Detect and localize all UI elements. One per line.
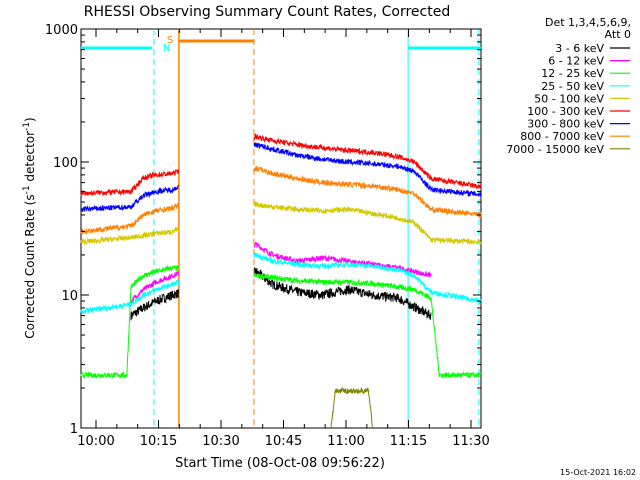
series-line: [253, 142, 482, 198]
y-tick-label: 10: [61, 289, 78, 304]
series-100-300-kev: [80, 132, 482, 197]
series-line: [253, 165, 482, 219]
x-axis-label: Start Time (08-Oct-08 09:56:22): [175, 456, 385, 471]
plot-frame: [80, 28, 482, 429]
series-line: [253, 132, 482, 190]
y-tick-label: 1000: [45, 23, 78, 38]
series-line: [130, 289, 179, 321]
saa-flag-label: S: [167, 35, 173, 46]
night-flag-label: N: [163, 43, 170, 54]
legend-entry-label: 25 - 50 keV: [541, 80, 604, 93]
series-3-6-kev: [130, 267, 432, 321]
series-line: [330, 386, 373, 429]
series-line: [253, 267, 432, 320]
series-line: [80, 184, 179, 213]
legend-entry-label: 800 - 7000 keV: [520, 130, 604, 143]
x-tick-label: 10:30: [202, 434, 239, 449]
series-50-100-kev: [80, 200, 482, 246]
series-layer: [80, 132, 482, 429]
series-line: [253, 252, 482, 305]
series-line: [80, 169, 180, 197]
y-tick-label: 100: [53, 156, 78, 171]
series-800-7000-kev: [80, 165, 482, 236]
series-line: [80, 279, 180, 315]
legend-entry-label: 3 - 6 keV: [555, 42, 604, 55]
x-tick-label: 11:00: [327, 434, 364, 449]
legend-entry-label: 7000 - 15000 keV: [506, 143, 604, 156]
series-line: [253, 272, 482, 379]
legend-header-line-2: Att 0: [605, 28, 631, 41]
legend-header-line-1: Det 1,3,4,5,6,9,: [545, 16, 631, 29]
footer-timestamp: 15-Oct-2021 16:02: [560, 468, 636, 477]
legend-entry-label: 100 - 300 keV: [527, 105, 604, 118]
x-tick-label: 10:00: [77, 434, 114, 449]
flag-bars: SN: [81, 29, 481, 428]
x-tick-label: 10:45: [265, 434, 302, 449]
y-axis-label: Corrected Count Rate (s-1 detector-1): [22, 117, 37, 338]
series-line: [253, 200, 482, 245]
y-tick-label: 1: [70, 422, 78, 437]
legend-entry-label: 6 - 12 keV: [548, 55, 604, 68]
x-tick-label: 11:30: [452, 434, 489, 449]
plot-border: [80, 28, 482, 429]
series-7000-15000-kev: [330, 386, 373, 429]
x-tick-label: 10:15: [140, 434, 177, 449]
legend-entry-label: 50 - 100 keV: [534, 92, 604, 105]
legend-entry-label: 12 - 25 keV: [541, 67, 604, 80]
series-line: [80, 264, 180, 380]
series-line: [130, 269, 180, 305]
series-line: [80, 202, 180, 236]
axes: 10:00 10:15 10:30 10:45 11:00 11:15 11:30 1 10 10…: [45, 23, 490, 449]
chart-title: RHESSI Observing Summary Count Rates, Co…: [84, 4, 450, 20]
series-25-50-kev: [80, 252, 482, 315]
legend-entry-label: 300 - 800 keV: [527, 118, 604, 131]
x-tick-label: 11:15: [390, 434, 427, 449]
series-300-800-kev: [80, 142, 482, 213]
series-line: [80, 225, 180, 246]
